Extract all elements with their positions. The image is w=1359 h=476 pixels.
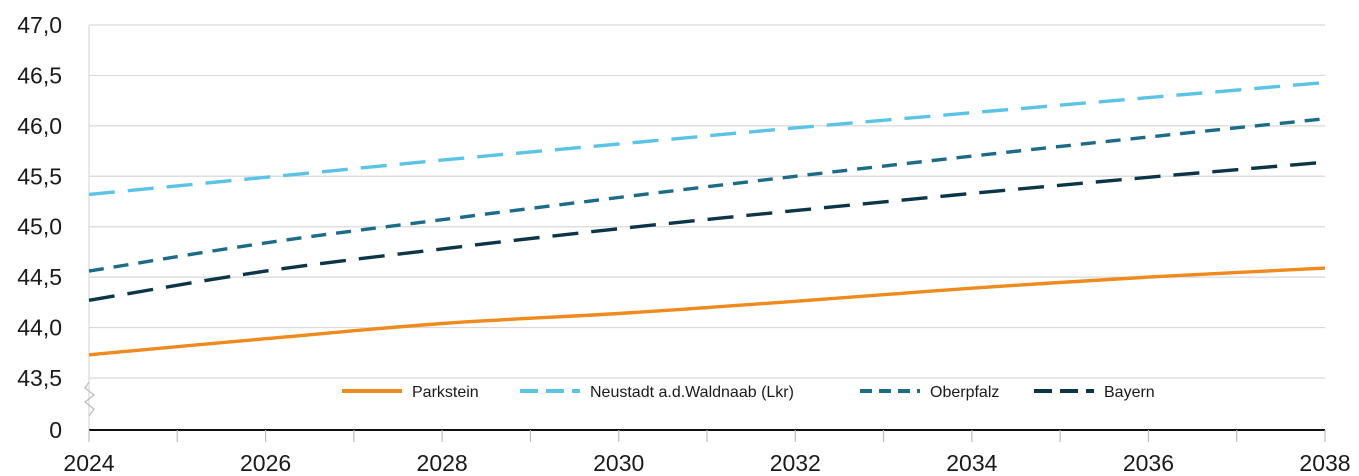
- x-tick-label: 2032: [770, 450, 821, 476]
- x-tick-label: 2028: [417, 450, 468, 476]
- gridlines: [89, 24, 1325, 379]
- y-tick-label: 46,0: [17, 113, 62, 139]
- legend-label: Bayern: [1104, 384, 1155, 401]
- series-line-oberpfalz: [88, 117, 1326, 273]
- axis-break-marker: [83, 381, 96, 417]
- y-tick-label: 43,5: [17, 365, 62, 391]
- x-tick-label: 2034: [946, 450, 997, 476]
- series-line-bayern: [88, 160, 1326, 302]
- x-tick-label: 2030: [593, 450, 644, 476]
- series-line-neustadt-a-d-waldnaab-lkr: [88, 80, 1326, 197]
- x-tick-label: 2024: [63, 450, 114, 476]
- y-tick-label: 44,0: [17, 315, 62, 341]
- y-tick-label: 46,5: [17, 62, 62, 88]
- x-axis: 2024 2026 2028 2030 2032 2034 2036 2038: [63, 429, 1351, 476]
- y-tick-label: 45,5: [17, 163, 62, 189]
- legend-label: Neustadt a.d.Waldnaab (Lkr): [590, 384, 794, 401]
- legend: Parkstein Neustadt a.d.Waldnaab (Lkr) Ober…: [342, 384, 1155, 401]
- legend-label: Parkstein: [412, 384, 479, 401]
- y-tick-label: 47,0: [17, 12, 62, 38]
- y-tick-label: 45,0: [17, 214, 62, 240]
- y-axis: 0 43,5 44,0 44,5 45,0 45,5 46,0 46,5 47,0: [17, 12, 96, 443]
- y-tick-label: 44,5: [17, 264, 62, 290]
- x-tick-label: 2036: [1123, 450, 1174, 476]
- series-lines: [88, 80, 1326, 357]
- legend-label: Oberpfalz: [930, 384, 999, 401]
- series-line-parkstein: [88, 266, 1326, 357]
- x-tick-label: 2038: [1299, 450, 1350, 476]
- x-tick-label: 2026: [240, 450, 291, 476]
- y-tick-label: 0: [49, 417, 62, 443]
